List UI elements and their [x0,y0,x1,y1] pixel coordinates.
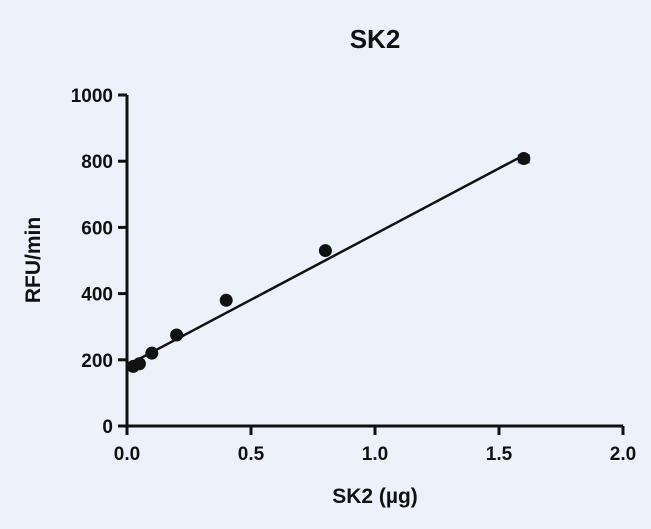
x-tick-label: 1.0 [362,444,388,465]
y-tick-label: 800 [81,152,113,173]
x-tick-label: 0.5 [238,444,265,465]
data-point [145,346,159,360]
data-point [517,152,531,166]
data-point [132,357,146,371]
data-point [318,244,332,258]
linear-fit-line [126,154,525,367]
y-axis-label: RFU/min [22,217,45,303]
chart-title: SK2 [350,24,401,54]
data-point [170,328,184,342]
y-tick-label: 200 [81,351,113,372]
y-tick-label: 600 [81,218,113,239]
x-tick-label: 0.0 [114,444,140,465]
y-tick-label: 1000 [71,86,113,107]
x-axis-label: SK2 (µg) [332,485,418,508]
data-point [219,293,233,307]
plot-area: 0.0 0.5 1.0 1.5 2.0 0 200 400 600 800 1000 [71,86,636,465]
x-tick-label: 2.0 [610,444,636,465]
y-tick-label: 0 [102,417,113,438]
x-tick-label: 1.5 [486,444,513,465]
y-tick-label: 400 [81,285,113,306]
